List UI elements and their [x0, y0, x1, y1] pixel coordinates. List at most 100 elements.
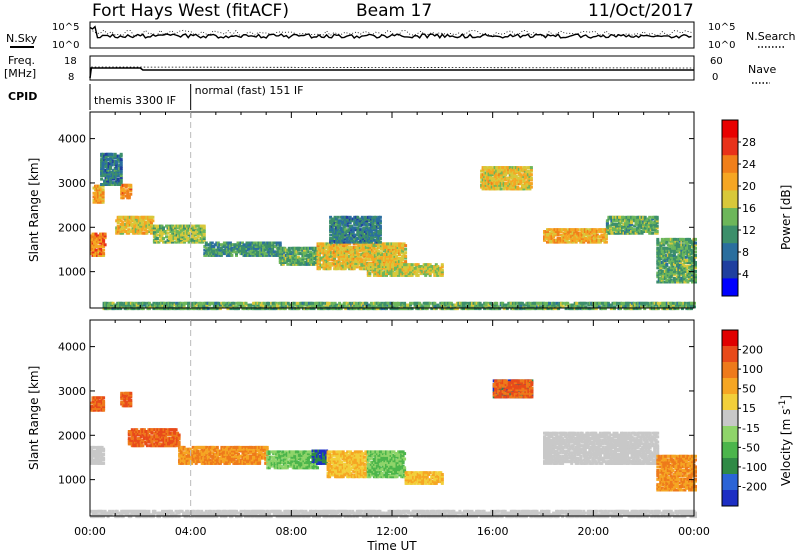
data-cell — [91, 401, 95, 405]
data-cell — [356, 226, 360, 230]
data-cell — [579, 301, 583, 305]
data-cell — [416, 270, 420, 274]
data-cell — [118, 217, 122, 221]
data-cell — [580, 240, 584, 244]
data-cell — [694, 253, 697, 257]
data-cell — [123, 303, 127, 307]
data-cell — [262, 241, 266, 245]
data-cell — [398, 242, 401, 246]
data-cell — [357, 247, 361, 251]
data-cell — [594, 231, 598, 235]
data-cell — [398, 265, 402, 268]
data-cell — [489, 175, 493, 178]
data-cell — [94, 243, 98, 247]
data-cell — [187, 307, 191, 311]
data-cell — [232, 301, 236, 305]
data-cell — [277, 246, 281, 250]
data-cell — [98, 186, 102, 190]
data-cell — [424, 273, 428, 277]
data-cell — [680, 255, 684, 259]
data-cell — [282, 305, 286, 309]
data-cell — [103, 232, 107, 236]
data-cell — [656, 301, 660, 305]
data-cell — [202, 224, 206, 228]
data-cell — [318, 247, 321, 251]
data-cell — [659, 268, 663, 272]
data-cell — [603, 231, 607, 235]
data-cell — [368, 240, 372, 244]
data-cell — [352, 251, 356, 255]
data-cell — [265, 246, 269, 250]
data-cell — [588, 235, 592, 239]
data-cell — [625, 221, 629, 225]
data-cell — [384, 251, 388, 255]
data-cell — [129, 305, 133, 309]
data-cell — [637, 228, 641, 232]
data-cell — [640, 231, 644, 235]
data-cell — [186, 230, 190, 233]
data-cell — [352, 256, 356, 260]
data-cell — [368, 231, 372, 235]
data-cell — [648, 215, 652, 219]
data-cell — [529, 307, 533, 311]
data-cell — [310, 259, 314, 263]
data-cell — [483, 307, 487, 311]
data-cell — [263, 248, 267, 252]
data-cell — [286, 262, 290, 266]
data-cell — [663, 250, 667, 254]
data-cell — [111, 307, 115, 311]
data-cell — [345, 237, 349, 240]
data-cell — [102, 253, 106, 257]
data-cell — [388, 303, 391, 307]
data-cell — [640, 301, 644, 305]
data-cell — [372, 238, 376, 242]
data-cell — [129, 183, 133, 187]
data-cell — [363, 244, 367, 248]
data-cell — [379, 245, 383, 249]
data-cell — [180, 238, 184, 242]
data-cell — [413, 301, 417, 305]
data-cell — [694, 250, 697, 254]
data-cell — [126, 190, 130, 194]
data-cell — [195, 240, 199, 244]
data-cell — [398, 261, 401, 265]
data-cell — [327, 307, 331, 311]
data-cell — [358, 249, 362, 253]
data-cell — [345, 238, 349, 242]
data-cell — [413, 305, 417, 309]
data-cell — [619, 224, 623, 228]
data-cell — [371, 270, 375, 274]
data-cell — [112, 177, 116, 181]
data-cell — [353, 221, 357, 225]
data-cell — [369, 266, 373, 270]
data-cell — [580, 228, 584, 232]
data-cell — [357, 231, 361, 235]
cpid-segment-label: themis 3300 IF — [94, 94, 176, 107]
data-cell — [202, 305, 206, 309]
data-cell — [351, 261, 355, 265]
data-cell — [680, 268, 684, 272]
data-cell — [671, 243, 675, 247]
data-cell — [155, 237, 159, 240]
data-cell — [382, 253, 386, 256]
data-cell — [364, 256, 368, 260]
data-cell — [672, 250, 676, 254]
data-cell — [372, 217, 376, 221]
data-cell — [100, 168, 104, 172]
data-cell — [98, 191, 102, 195]
data-cell — [119, 168, 123, 172]
data-cell — [368, 226, 372, 230]
data-cell — [678, 280, 682, 284]
data-cell — [355, 260, 359, 264]
data-cell — [419, 268, 423, 272]
data-cell — [93, 241, 96, 245]
data-cell — [625, 301, 628, 305]
data-cell — [359, 301, 363, 305]
data-cell — [322, 267, 326, 271]
data-cell — [157, 240, 161, 244]
data-cell — [92, 200, 96, 204]
data-cell — [248, 243, 252, 247]
data-cell — [680, 307, 684, 311]
data-cell — [689, 262, 693, 266]
data-cell — [603, 305, 607, 309]
